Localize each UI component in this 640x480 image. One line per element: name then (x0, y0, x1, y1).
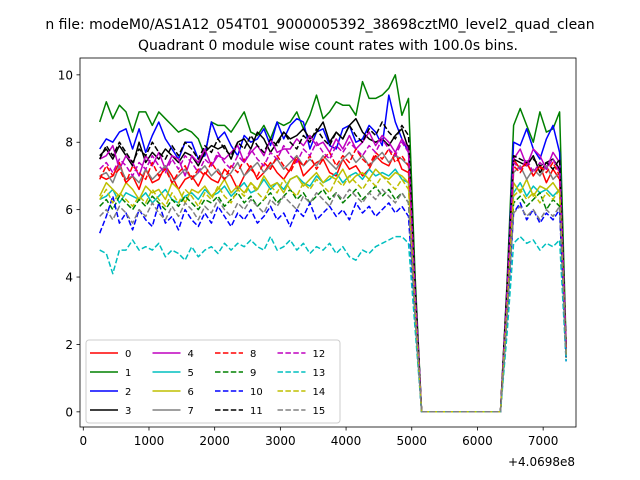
x-offset-label: +4.0698e8 (508, 455, 575, 469)
x-tick-label: 0 (79, 434, 87, 448)
y-tick-label: 2 (65, 338, 73, 352)
series-lines (98, 74, 567, 413)
legend-label-3: 3 (125, 406, 131, 417)
axes-frame (79, 57, 577, 428)
plot-area: 0 1000 2000 3000 4000 5000 6000 700002468100123… (58, 57, 577, 448)
series-line-10 (99, 195, 567, 413)
legend-label-4: 4 (188, 349, 194, 360)
x-tick-label: 4000 (331, 434, 362, 448)
x-tick-label: 3000 (265, 434, 296, 448)
figure-suptitle: n file: modeM0/AS1A12_054T01_9000005392_… (45, 17, 594, 33)
legend-label-10: 10 (250, 387, 263, 398)
series-line-15 (99, 188, 567, 413)
legend-label-0: 0 (125, 349, 131, 360)
y-tick-label: 8 (65, 136, 73, 150)
x-tick-label: 6000 (462, 434, 493, 448)
y-tick-label: 4 (65, 271, 73, 285)
x-tick-label: 1000 (134, 434, 165, 448)
legend-label-6: 6 (188, 387, 194, 398)
chart-title: Quadrant 0 module wise count rates with … (138, 38, 518, 54)
legend-label-5: 5 (188, 368, 194, 379)
y-tick-label: 0 (65, 405, 73, 419)
legend-label-7: 7 (188, 406, 194, 417)
x-tick-label: 2000 (199, 434, 230, 448)
legend-label-2: 2 (125, 387, 131, 398)
x-tick-label: 5000 (396, 434, 427, 448)
legend-label-13: 13 (313, 368, 326, 379)
series-line-13 (99, 235, 567, 413)
legend-label-9: 9 (250, 368, 256, 379)
legend-label-11: 11 (250, 406, 263, 417)
legend-label-8: 8 (250, 349, 256, 360)
y-tick-label: 10 (58, 68, 73, 82)
x-tick-label: 7000 (528, 434, 559, 448)
y-tick-label: 6 (65, 203, 73, 217)
legend-label-14: 14 (313, 387, 326, 398)
legend-label-15: 15 (313, 406, 326, 417)
legend-label-12: 12 (313, 349, 326, 360)
legend-label-1: 1 (125, 368, 131, 379)
legend-box (85, 339, 341, 424)
